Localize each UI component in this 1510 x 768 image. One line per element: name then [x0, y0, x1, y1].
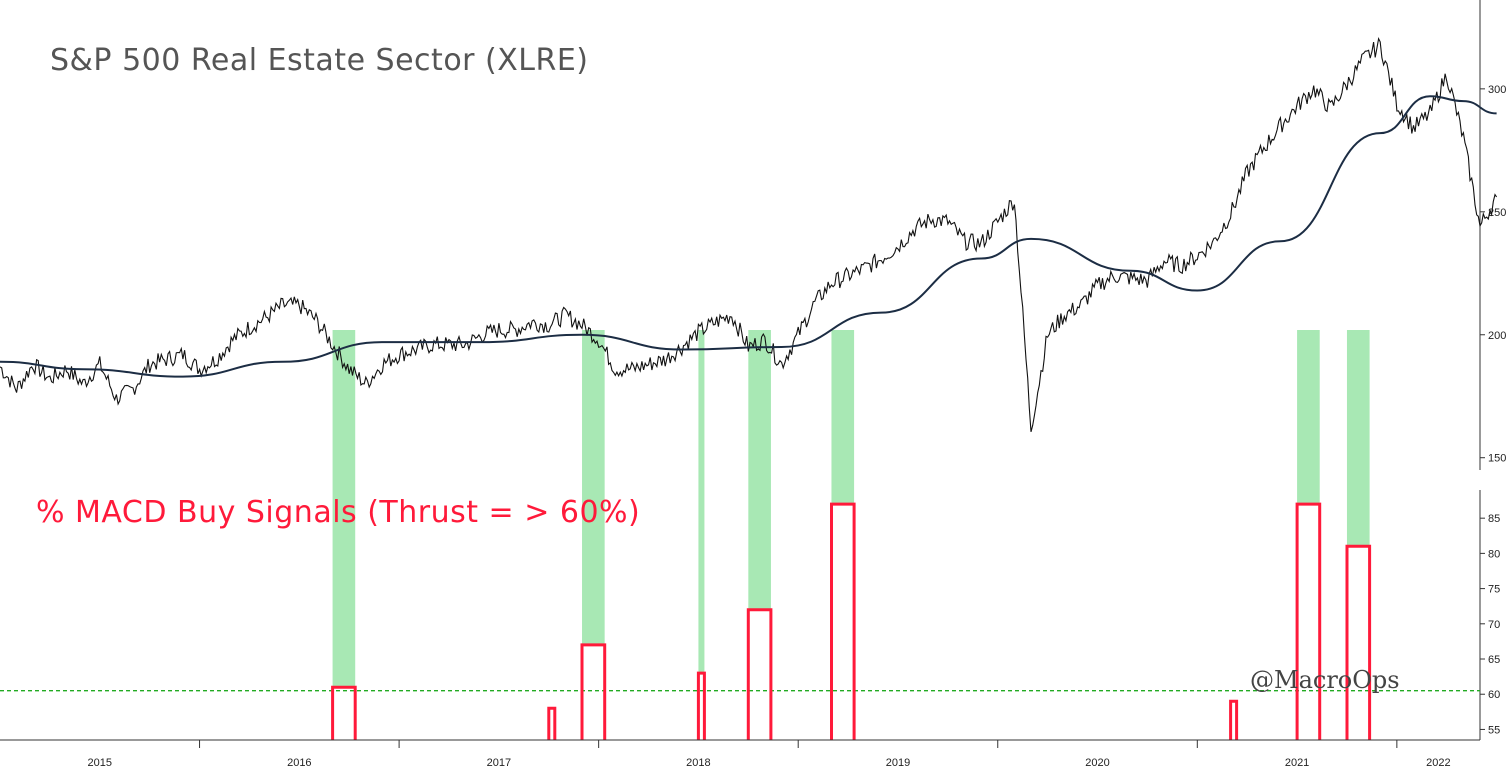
macd-y-tick-label: 55	[1488, 724, 1500, 736]
macd-chart-title: % MACD Buy Signals (Thrust = > 60%)	[36, 495, 640, 530]
macd-y-tick-label: 80	[1488, 548, 1500, 560]
x-tick-label: 2016	[287, 757, 311, 768]
macd-signal-spike	[580, 643, 607, 740]
watermark: @MacroOps	[1250, 666, 1400, 694]
macd-signal-spike	[830, 502, 856, 740]
price-chart-title: S&P 500 Real Estate Sector (XLRE)	[50, 43, 589, 78]
macd-chart: 55 60 65 70 75 80 85 % MACD Buy Signals (Thrus…	[0, 490, 1500, 740]
signal-highlight-band	[698, 330, 705, 674]
macd-signal-spike	[331, 685, 357, 740]
price-y-tick-label: 300	[1488, 84, 1506, 96]
macd-y-tick-label: 70	[1488, 619, 1500, 631]
signal-highlight-band	[332, 330, 356, 688]
x-tick-label: 2020	[1085, 757, 1109, 768]
price-y-tick-label: 150	[1488, 453, 1506, 465]
signal-highlight-band	[582, 330, 605, 645]
time-x-axis: 2015 2016 2017 2018 2019 2020 2021 2022	[0, 739, 1480, 768]
macd-y-tick-label: 65	[1488, 654, 1500, 666]
x-axis-ticks: 2015 2016 2017 2018 2019 2020 2021 2022	[88, 740, 1451, 768]
macd-y-tick-label: 75	[1488, 584, 1500, 596]
signal-highlight-band	[1297, 330, 1320, 505]
x-tick-label: 2018	[686, 757, 710, 768]
signal-highlight-band	[1346, 330, 1370, 547]
macd-y-tick-label: 85	[1488, 513, 1500, 525]
x-tick-label: 2015	[88, 757, 112, 768]
macd-signal-spike	[547, 706, 557, 740]
price-y-tick-label: 200	[1488, 330, 1506, 342]
moving-average-line	[0, 95, 1497, 378]
x-tick-label: 2017	[487, 757, 511, 768]
macd-signal-spike	[1229, 699, 1239, 740]
macd-signal-spike	[1345, 544, 1372, 740]
macd-signal-spike	[1295, 502, 1322, 740]
signal-highlights	[332, 330, 1370, 688]
signal-highlight-band	[748, 330, 771, 610]
macd-y-tick-label: 60	[1488, 689, 1500, 701]
x-tick-label: 2019	[886, 757, 910, 768]
macd-signal-spike	[696, 671, 706, 740]
macd-signal-spikes	[331, 502, 1372, 740]
price-series-line	[0, 36, 1498, 432]
x-tick-label: 2021	[1285, 757, 1309, 768]
signal-highlight-band	[831, 330, 855, 505]
x-tick-label: 2022	[1426, 757, 1450, 768]
macd-signal-spike	[746, 608, 773, 740]
macd-y-ticks: 55 60 65 70 75 80 85	[1480, 513, 1500, 736]
